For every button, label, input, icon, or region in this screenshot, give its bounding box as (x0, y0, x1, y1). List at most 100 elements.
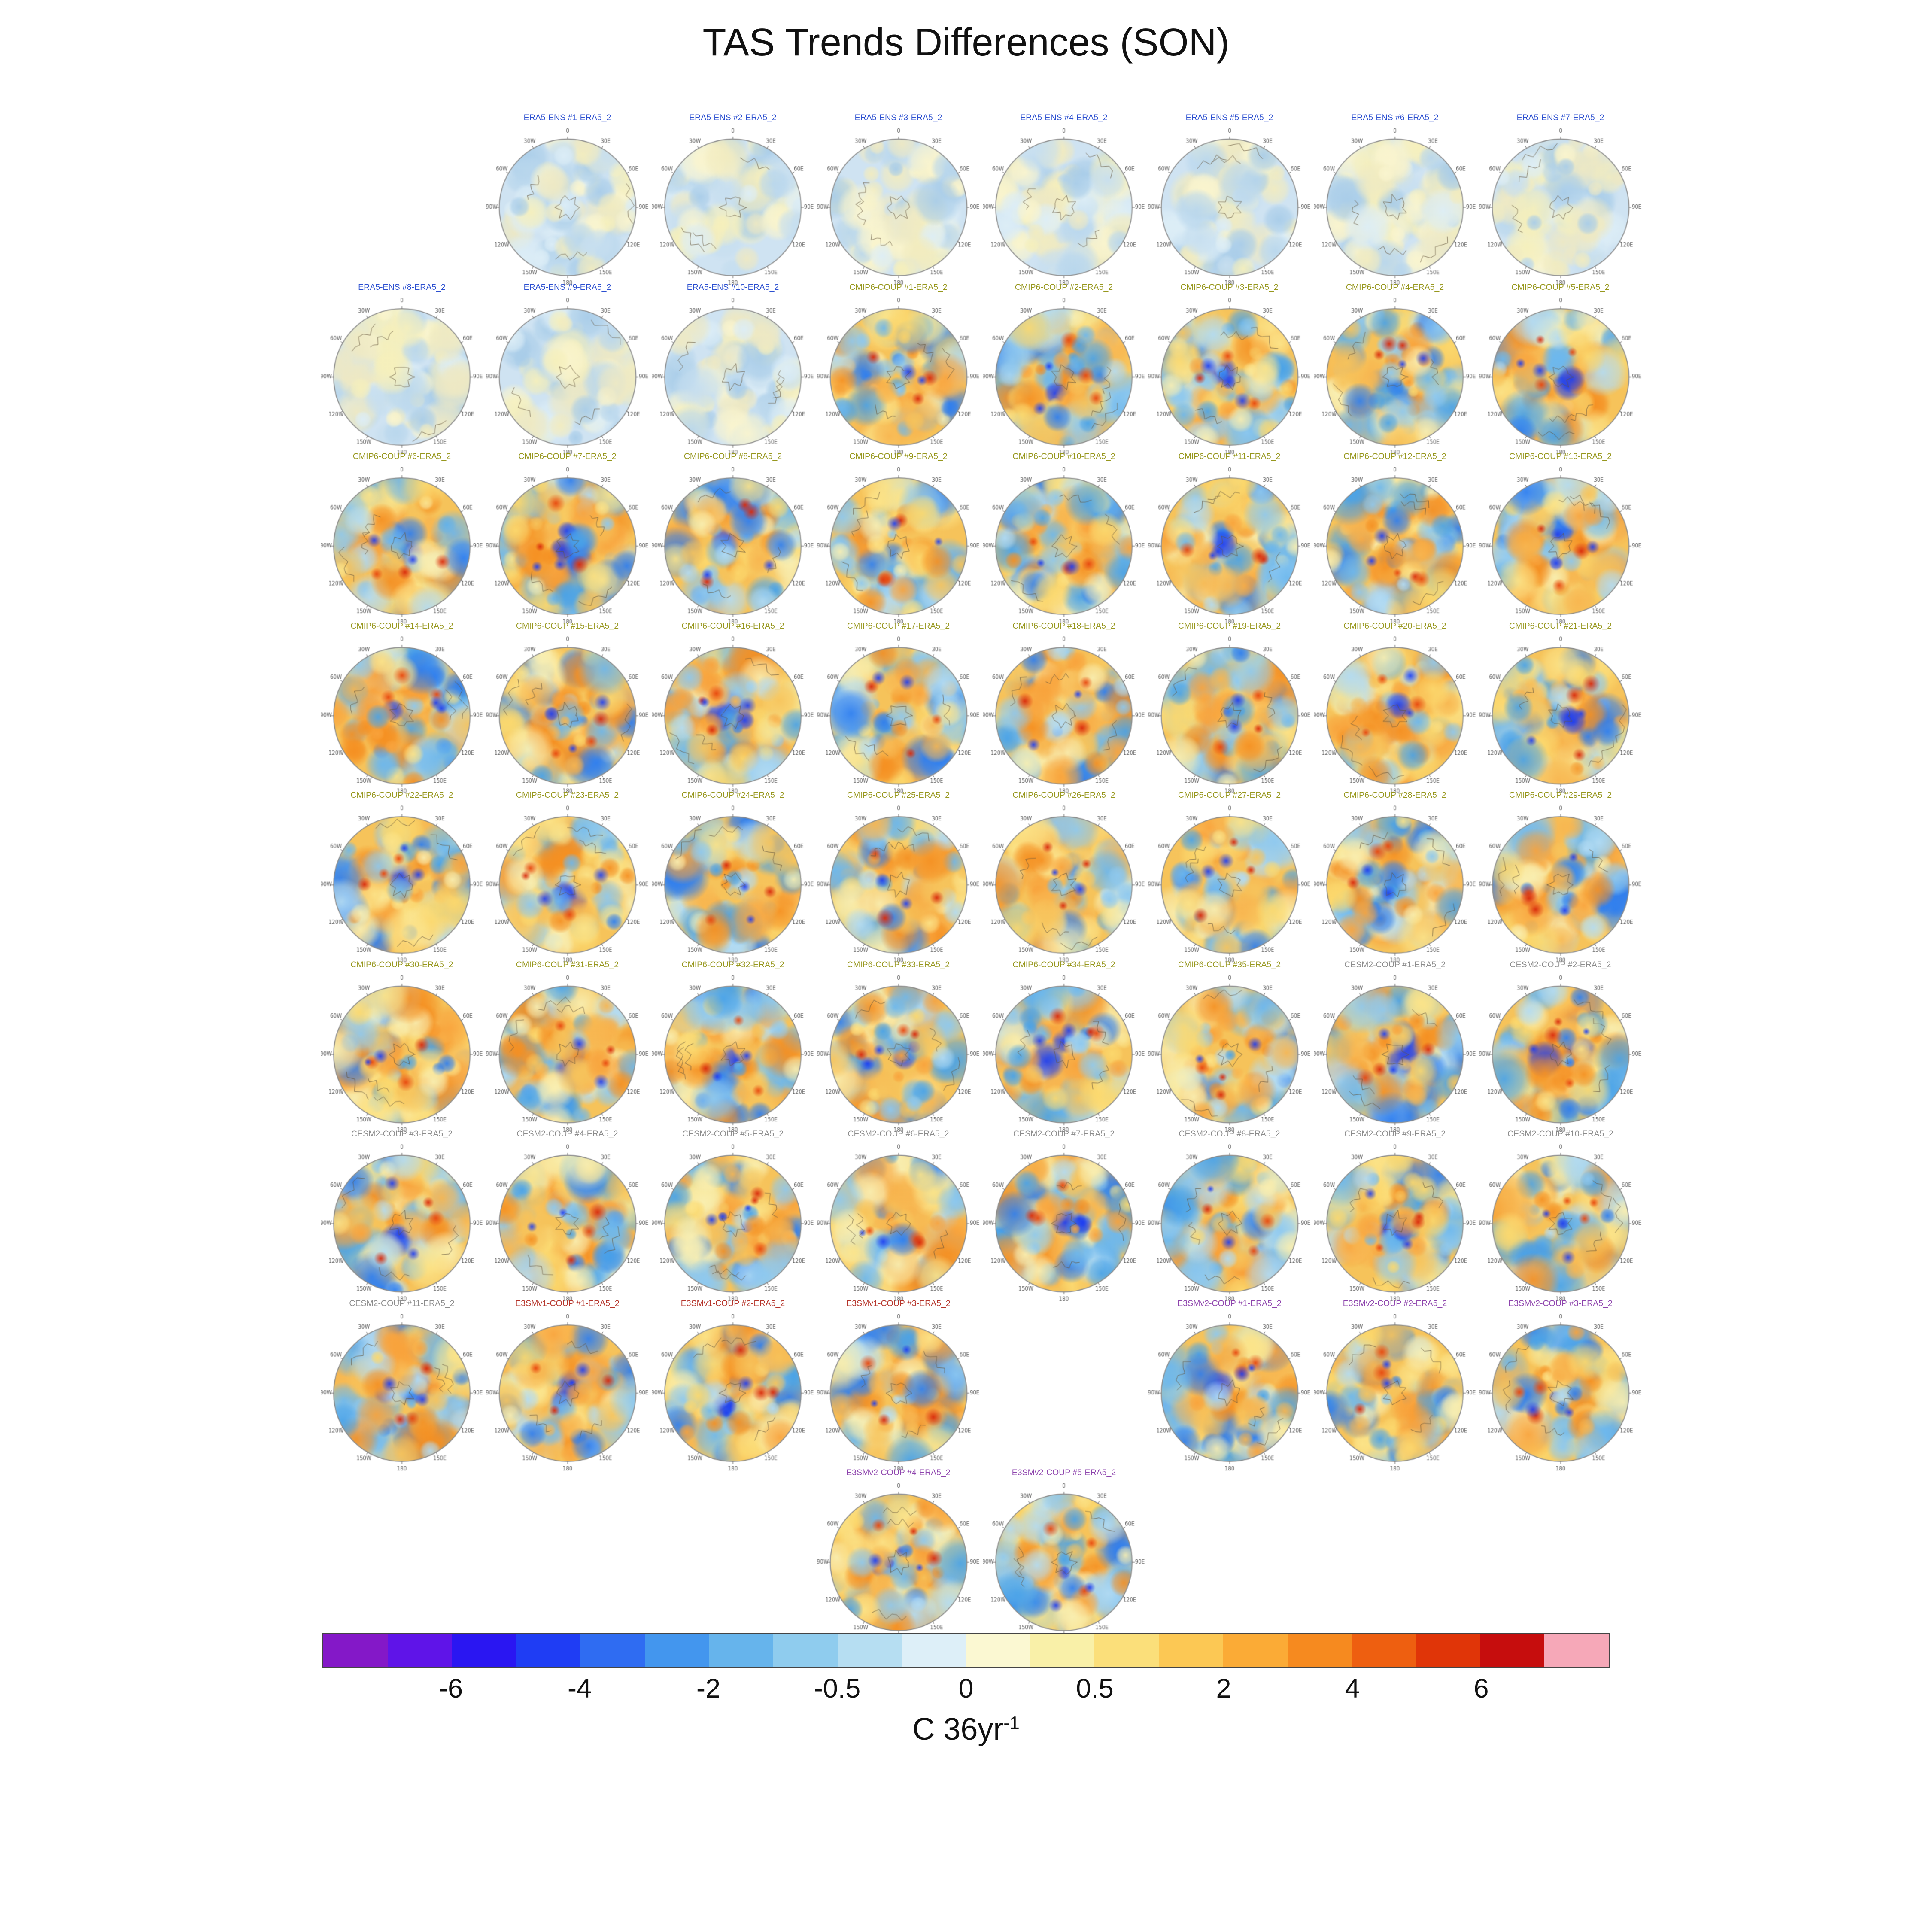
map-panel: E3SMv2-COUP #4-ERA5_2 (808, 1467, 989, 1643)
map-panel: CMIP6-COUP #20-ERA5_2 (1305, 620, 1485, 797)
colorbar-segment (1223, 1634, 1288, 1667)
panel-label: CESM2-COUP #7-ERA5_2 (1013, 1129, 1115, 1139)
map-panel: CESM2-COUP #10-ERA5_2 (1470, 1128, 1651, 1305)
colorbar-segment (516, 1634, 580, 1667)
map-panel: CMIP6-COUP #18-ERA5_2 (974, 620, 1154, 797)
polar-map-canvas (817, 295, 980, 458)
map-panel: E3SMv2-COUP #3-ERA5_2 (1470, 1298, 1651, 1474)
panel-label: CESM2-COUP #8-ERA5_2 (1179, 1129, 1280, 1139)
panel-label: E3SMv2-COUP #2-ERA5_2 (1343, 1298, 1447, 1308)
map-panel: CMIP6-COUP #35-ERA5_2 (1139, 959, 1320, 1136)
polar-map-canvas (983, 1142, 1145, 1305)
polar-map-canvas (652, 126, 814, 289)
map-panel: CMIP6-COUP #1-ERA5_2 (808, 282, 989, 458)
polar-map-canvas (1148, 973, 1311, 1136)
panel-label: CMIP6-COUP #6-ERA5_2 (352, 452, 451, 461)
colorbar-segment (1416, 1634, 1480, 1667)
panel-label: CESM2-COUP #11-ERA5_2 (349, 1298, 455, 1308)
polar-map-canvas (486, 973, 649, 1136)
panel-label: CMIP6-COUP #23-ERA5_2 (516, 790, 619, 800)
colorbar-segment (1159, 1634, 1223, 1667)
polar-map-canvas (486, 1142, 649, 1305)
panel-label: CMIP6-COUP #10-ERA5_2 (1012, 452, 1115, 461)
polar-map-canvas (983, 804, 1145, 966)
panel-label: CMIP6-COUP #20-ERA5_2 (1343, 621, 1446, 631)
polar-map-canvas (817, 1142, 980, 1305)
map-panel: CMIP6-COUP #3-ERA5_2 (1139, 282, 1320, 458)
map-panel: CMIP6-COUP #23-ERA5_2 (477, 790, 658, 966)
polar-map-canvas (1479, 1312, 1642, 1474)
colorbar-segment (580, 1634, 645, 1667)
polar-map-canvas (983, 634, 1145, 797)
map-panel: CMIP6-COUP #16-ERA5_2 (643, 620, 823, 797)
panel-label: ERA5-ENS #3-ERA5_2 (854, 113, 942, 122)
panel-label: CMIP6-COUP #25-ERA5_2 (847, 790, 950, 800)
panel-label: CMIP6-COUP #27-ERA5_2 (1178, 790, 1281, 800)
panel-label: ERA5-ENS #9-ERA5_2 (523, 282, 611, 292)
colorbar-segment (773, 1634, 838, 1667)
polar-map-canvas (321, 295, 483, 458)
colorbar-segment (1030, 1634, 1095, 1667)
panel-label: CMIP6-COUP #17-ERA5_2 (847, 621, 950, 631)
map-panel: ERA5-ENS #3-ERA5_2 (808, 112, 989, 289)
polar-map-canvas (1148, 295, 1311, 458)
panel-label: CESM2-COUP #1-ERA5_2 (1344, 960, 1446, 969)
panel-label: CESM2-COUP #6-ERA5_2 (848, 1129, 949, 1139)
panel-label: ERA5-ENS #2-ERA5_2 (689, 113, 777, 122)
panel-label: ERA5-ENS #7-ERA5_2 (1516, 113, 1604, 122)
polar-map-canvas (321, 465, 483, 627)
map-panel: ERA5-ENS #6-ERA5_2 (1305, 112, 1485, 289)
polar-map-canvas (817, 804, 980, 966)
map-panel: CMIP6-COUP #15-ERA5_2 (477, 620, 658, 797)
polar-map-canvas (1314, 804, 1476, 966)
panel-label: CMIP6-COUP #14-ERA5_2 (350, 621, 453, 631)
map-panel: ERA5-ENS #8-ERA5_2 (312, 282, 492, 458)
map-panel: CMIP6-COUP #7-ERA5_2 (477, 451, 658, 627)
polar-map-canvas (652, 804, 814, 966)
map-panel: CMIP6-COUP #34-ERA5_2 (974, 959, 1154, 1136)
panel-label: CMIP6-COUP #29-ERA5_2 (1509, 790, 1612, 800)
panel-label: CMIP6-COUP #7-ERA5_2 (518, 452, 617, 461)
panel-label: CMIP6-COUP #19-ERA5_2 (1178, 621, 1281, 631)
colorbar-segment (709, 1634, 773, 1667)
panel-label: CESM2-COUP #4-ERA5_2 (516, 1129, 618, 1139)
colorbar-segment (1287, 1634, 1352, 1667)
map-panel: CESM2-COUP #4-ERA5_2 (477, 1128, 658, 1305)
panel-label: CMIP6-COUP #16-ERA5_2 (681, 621, 784, 631)
map-panel: CESM2-COUP #5-ERA5_2 (643, 1128, 823, 1305)
figure-title: TAS Trends Differences (SON) (702, 21, 1230, 64)
polar-map-canvas (983, 1481, 1145, 1643)
polar-map-canvas (652, 465, 814, 627)
colorbar-tick-label: -4 (567, 1674, 592, 1704)
map-panel: CMIP6-COUP #10-ERA5_2 (974, 451, 1154, 627)
colorbar-segment (1480, 1634, 1545, 1667)
map-panel: CMIP6-COUP #26-ERA5_2 (974, 790, 1154, 966)
polar-map-canvas (1479, 465, 1642, 627)
polar-map-canvas (1314, 634, 1476, 797)
panel-label: ERA5-ENS #8-ERA5_2 (358, 282, 446, 292)
polar-map-canvas (1314, 465, 1476, 627)
colorbar-tick-label: -2 (696, 1674, 721, 1704)
panel-label: CMIP6-COUP #24-ERA5_2 (681, 790, 784, 800)
colorbar: -6 -4 -2 -0.5 0 0.5 2 4 6 C 36yr-1 (322, 1633, 1610, 1747)
map-panel: CESM2-COUP #8-ERA5_2 (1139, 1128, 1320, 1305)
map-panel: CMIP6-COUP #29-ERA5_2 (1470, 790, 1651, 966)
map-panel: CESM2-COUP #11-ERA5_2 (312, 1298, 492, 1474)
polar-map-canvas (1479, 295, 1642, 458)
map-panel: CMIP6-COUP #22-ERA5_2 (312, 790, 492, 966)
panel-label: E3SMv2-COUP #3-ERA5_2 (1508, 1298, 1613, 1308)
panel-label: CMIP6-COUP #32-ERA5_2 (681, 960, 784, 969)
polar-map-canvas (1148, 126, 1311, 289)
map-panel: CMIP6-COUP #11-ERA5_2 (1139, 451, 1320, 627)
panel-label: E3SMv1-COUP #2-ERA5_2 (680, 1298, 785, 1308)
polar-map-canvas (486, 465, 649, 627)
map-panel: CMIP6-COUP #24-ERA5_2 (643, 790, 823, 966)
map-panel: CMIP6-COUP #28-ERA5_2 (1305, 790, 1485, 966)
map-panel: CMIP6-COUP #21-ERA5_2 (1470, 620, 1651, 797)
map-panel: CMIP6-COUP #12-ERA5_2 (1305, 451, 1485, 627)
panel-label: E3SMv1-COUP #1-ERA5_2 (515, 1298, 620, 1308)
polar-map-canvas (1314, 973, 1476, 1136)
map-panel: E3SMv1-COUP #3-ERA5_2 (808, 1298, 989, 1474)
map-panel: CMIP6-COUP #6-ERA5_2 (312, 451, 492, 627)
polar-map-canvas (1148, 1142, 1311, 1305)
